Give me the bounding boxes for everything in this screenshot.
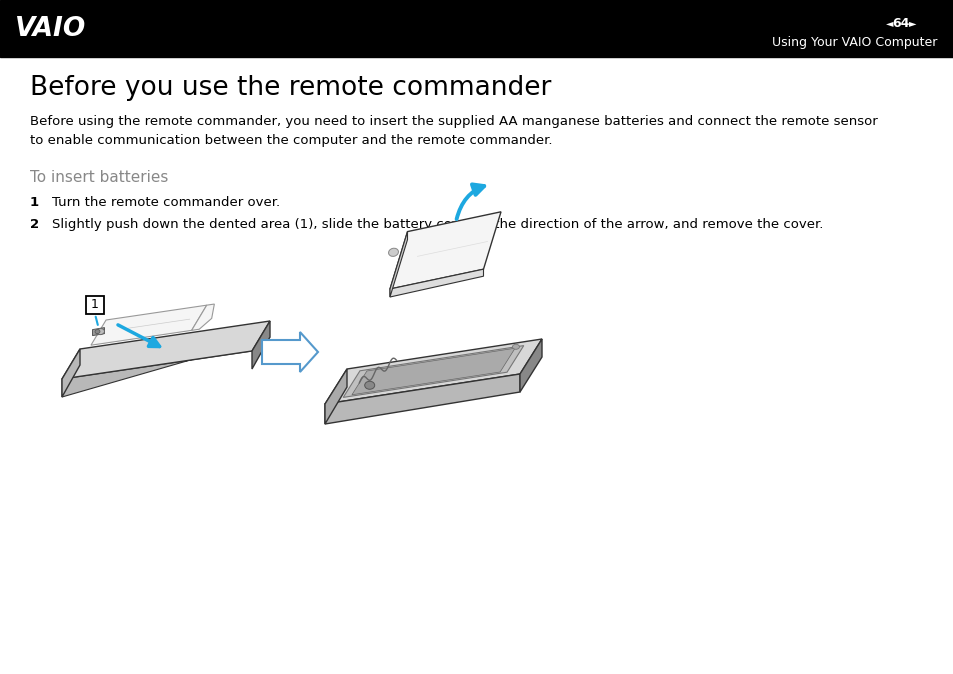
Polygon shape — [62, 337, 270, 397]
Polygon shape — [352, 348, 515, 395]
Polygon shape — [325, 374, 519, 424]
Polygon shape — [325, 369, 347, 424]
Polygon shape — [390, 232, 407, 297]
Text: To insert batteries: To insert batteries — [30, 171, 168, 185]
Text: 64: 64 — [891, 17, 909, 30]
Text: Before using the remote commander, you need to insert the supplied AA manganese : Before using the remote commander, you n… — [30, 115, 877, 148]
Polygon shape — [390, 269, 483, 297]
Text: Using Your VAIO Computer: Using Your VAIO Computer — [771, 36, 936, 49]
Text: ◄: ◄ — [884, 18, 892, 28]
Text: 2: 2 — [30, 218, 39, 231]
Polygon shape — [390, 212, 500, 289]
Text: VAIO: VAIO — [15, 16, 86, 42]
Polygon shape — [519, 339, 541, 392]
Polygon shape — [343, 346, 523, 398]
Ellipse shape — [512, 344, 519, 349]
Polygon shape — [252, 321, 270, 369]
Text: Slightly push down the dented area (1), slide the battery cover in the direction: Slightly push down the dented area (1), … — [52, 218, 822, 231]
Text: 1: 1 — [91, 299, 99, 311]
Polygon shape — [91, 305, 207, 345]
Ellipse shape — [95, 330, 100, 334]
Text: ►: ► — [908, 18, 916, 28]
Polygon shape — [92, 328, 105, 336]
Ellipse shape — [388, 248, 398, 256]
Polygon shape — [62, 321, 270, 379]
Bar — [0, 0, 953, 57]
FancyBboxPatch shape — [86, 296, 104, 314]
Polygon shape — [62, 349, 80, 397]
Text: Before you use the remote commander: Before you use the remote commander — [30, 75, 551, 101]
Polygon shape — [192, 304, 214, 330]
Polygon shape — [325, 339, 541, 404]
Text: 1: 1 — [30, 196, 39, 210]
Ellipse shape — [364, 381, 375, 390]
Polygon shape — [262, 332, 317, 372]
Ellipse shape — [96, 329, 105, 334]
Text: Turn the remote commander over.: Turn the remote commander over. — [52, 196, 280, 210]
